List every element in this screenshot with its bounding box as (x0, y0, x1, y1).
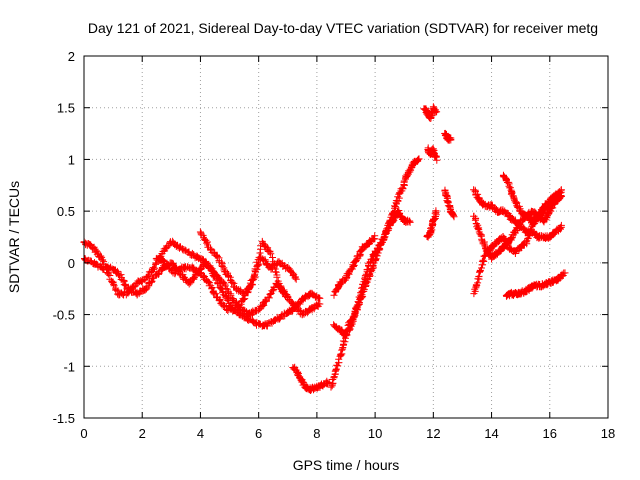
chart-title: Day 121 of 2021, Sidereal Day-to-day VTE… (88, 20, 598, 36)
x-axis-label: GPS time / hours (293, 457, 400, 473)
y-tick-label: 2 (68, 49, 75, 64)
y-axis-label: SDTVAR / TECUs (6, 181, 22, 293)
x-tick-labels: 0 2 4 6 8 10 12 14 16 18 (80, 426, 615, 441)
axis-ticks (83, 55, 609, 419)
y-tick-label: -1.5 (53, 411, 75, 426)
data-points (80, 103, 569, 394)
x-tick-label: 2 (139, 426, 146, 441)
data-point-markers (424, 144, 441, 164)
series-track-j (424, 144, 441, 164)
series-track-a (80, 237, 324, 319)
x-tick-label: 6 (255, 426, 262, 441)
y-tick-labels: -1.5 -1 -0.5 0 0.5 1 1.5 2 (53, 49, 75, 426)
x-tick-label: 12 (426, 426, 440, 441)
data-point-markers (441, 129, 455, 144)
y-tick-label: -0.5 (53, 308, 75, 323)
data-point-markers (196, 228, 292, 302)
series-track-e (289, 363, 333, 394)
series-track-i (420, 103, 441, 122)
x-tick-label: 8 (313, 426, 320, 441)
series-track-h (330, 232, 379, 299)
series-track-g (330, 207, 414, 340)
data-point-markers (330, 232, 379, 299)
y-tick-label: 0 (68, 256, 75, 271)
data-point-markers (502, 269, 569, 300)
x-tick-label: 4 (197, 426, 204, 441)
series-track-k (423, 207, 440, 241)
y-tick-label: 1 (68, 152, 75, 167)
x-tick-label: 16 (543, 426, 557, 441)
plot-frame (83, 55, 609, 419)
series-track-q (499, 171, 565, 226)
series-track-l (441, 129, 455, 144)
data-point-markers (289, 363, 333, 394)
data-point-markers (80, 237, 324, 319)
data-point-markers (499, 171, 565, 226)
data-point-markers (330, 207, 414, 340)
y-tick-label: 1.5 (57, 101, 75, 116)
x-tick-label: 0 (80, 426, 87, 441)
data-point-markers (420, 103, 441, 122)
series-track-d (196, 228, 292, 302)
data-point-markers (423, 207, 440, 241)
y-tick-label: 0.5 (57, 204, 75, 219)
data-point-markers (441, 186, 458, 221)
series-track-r (502, 269, 569, 300)
x-tick-label: 18 (601, 426, 615, 441)
series-track-m (441, 186, 458, 221)
x-tick-label: 10 (368, 426, 382, 441)
x-tick-label: 14 (484, 426, 498, 441)
y-tick-label: -1 (63, 359, 75, 374)
